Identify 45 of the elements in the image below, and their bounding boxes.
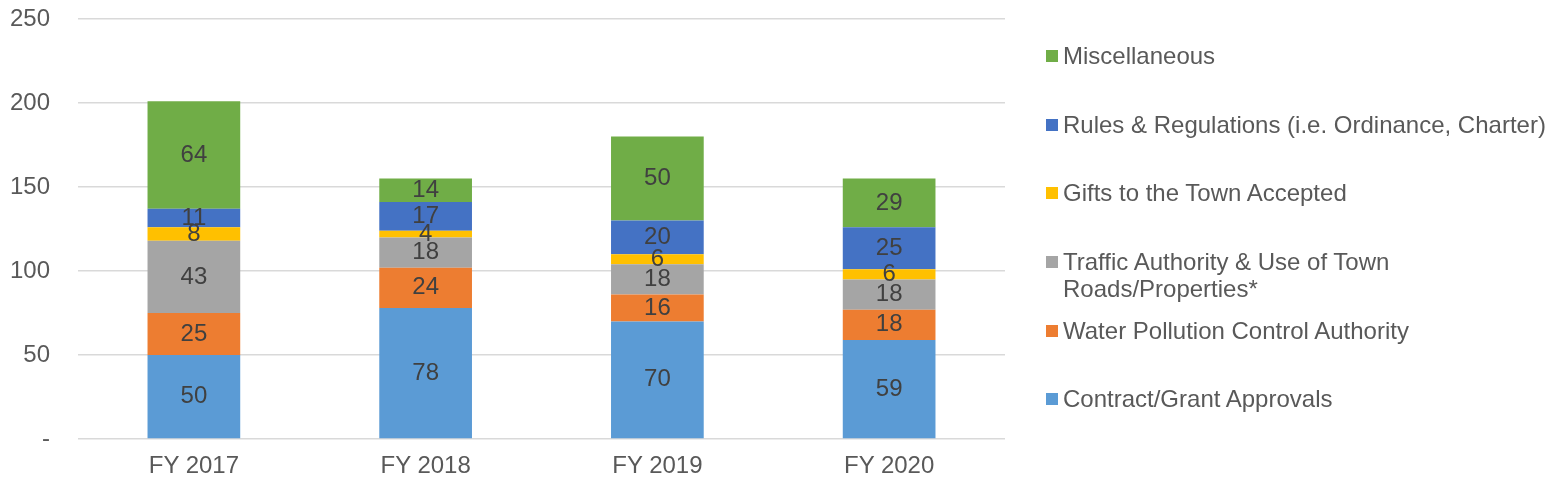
data-label: 16 [644, 292, 671, 320]
bar [379, 307, 472, 439]
data-label: 64 [180, 139, 208, 167]
bar [842, 279, 936, 310]
y-tick-label: 50 [23, 339, 50, 367]
y-tick-label: 100 [9, 255, 50, 283]
data-label: 50 [644, 163, 671, 191]
bar [379, 178, 472, 203]
data-label: 24 [412, 272, 439, 300]
x-tick-label: FY 2020 [843, 451, 935, 479]
legend-label: Traffic Authority & Use of Town Roads/Properties* [1063, 248, 1391, 303]
bar [147, 313, 241, 355]
x-tick-label: FY 2017 [148, 451, 240, 479]
data-label: 29 [875, 187, 903, 215]
data-label: 18 [875, 309, 903, 337]
data-label: 78 [412, 357, 439, 385]
bar [611, 321, 704, 439]
bar [147, 240, 241, 313]
y-tick-label: 150 [9, 171, 50, 199]
x-tick-label: FY 2018 [380, 451, 471, 479]
data-label: 20 [644, 222, 671, 250]
bar [147, 101, 241, 209]
bar [842, 309, 936, 340]
legend-label: Gifts to the Town Accepted [1063, 179, 1347, 207]
legend-label: Miscellaneous [1063, 42, 1216, 70]
data-label: 70 [644, 364, 671, 392]
bar [611, 136, 704, 221]
data-label: 25 [180, 318, 208, 346]
data-label: 50 [180, 381, 208, 409]
data-label: 14 [412, 174, 439, 202]
data-label: 25 [875, 232, 903, 260]
data-label: 59 [875, 373, 903, 401]
data-label: 43 [180, 261, 208, 289]
legend-label: Contract/Grant Approvals [1063, 385, 1333, 413]
bar [842, 339, 936, 439]
y-tick-label: - [42, 423, 50, 451]
bar [842, 178, 936, 228]
legend-label: Rules & Regulations (i.e. Ordinance, Charter) [1063, 110, 1546, 139]
bar [611, 264, 704, 295]
bar [147, 355, 241, 439]
legend-label: Water Pollution Control Authority [1063, 316, 1409, 345]
bar [379, 267, 472, 308]
y-tick-label: 200 [9, 87, 50, 115]
y-tick-label: 250 [9, 3, 50, 31]
x-tick-label: FY 2019 [612, 451, 703, 479]
